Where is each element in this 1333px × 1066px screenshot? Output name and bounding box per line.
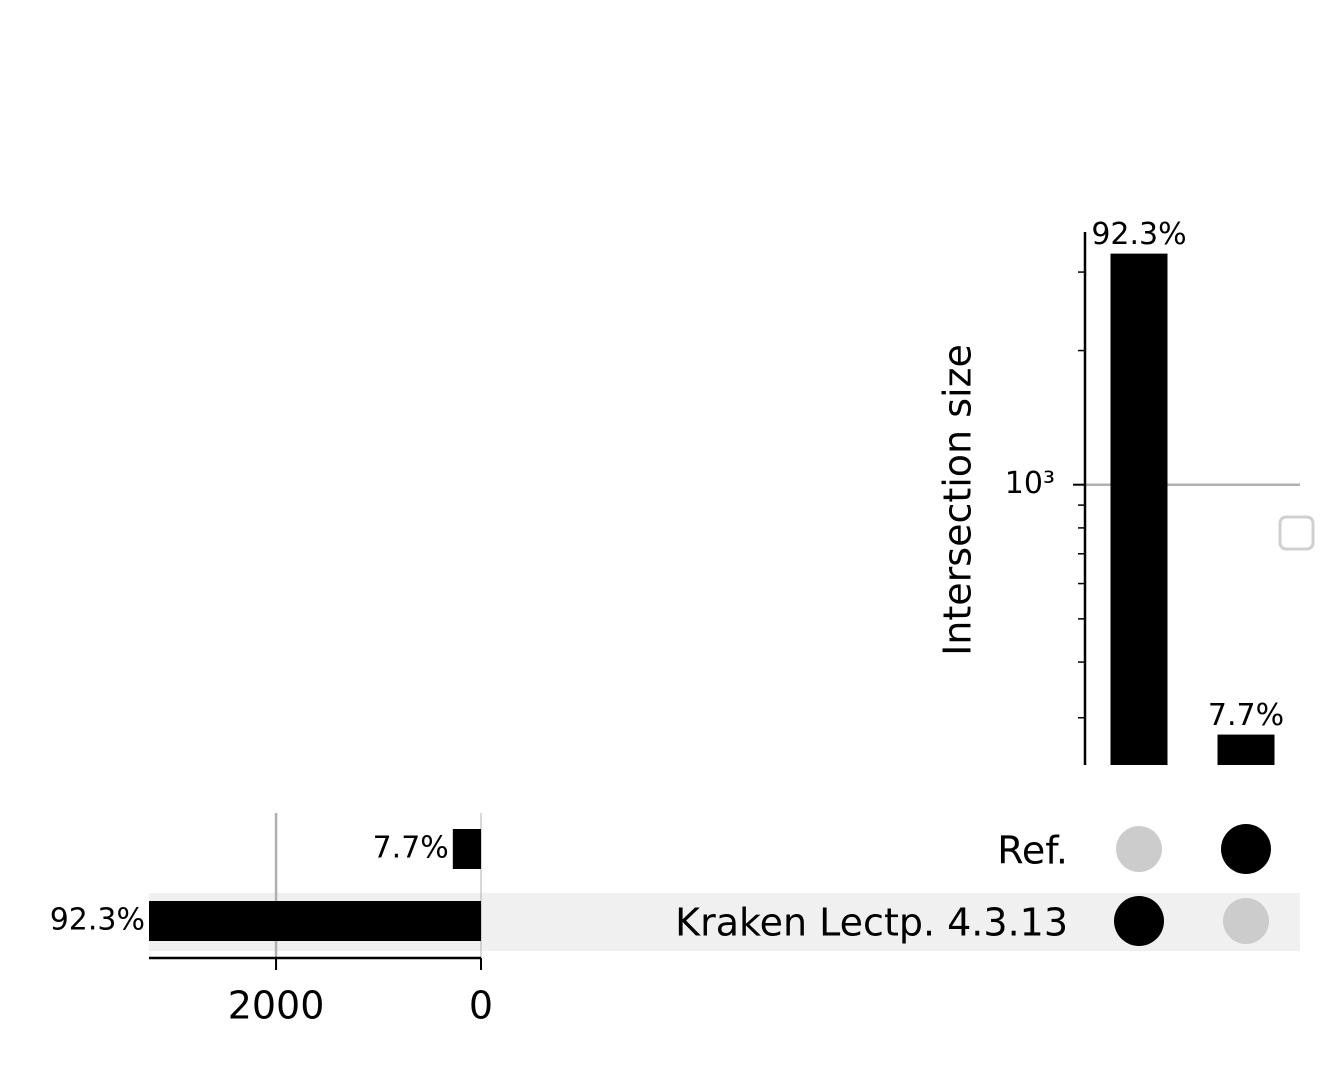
- set-size-bar: [452, 829, 481, 869]
- bar-label: 7.7%: [1208, 698, 1284, 733]
- x-tick-label: 2000: [228, 984, 325, 1028]
- y-tick-label: 10³: [1005, 466, 1055, 501]
- x-tick-label: 0: [469, 984, 493, 1028]
- intersection-bar: [1110, 253, 1168, 765]
- plot: 10³ 92.3% 7.7% Ref. Kraken Lectp. 4.3.13 2000…: [50, 217, 1300, 1028]
- matrix-dot: [1223, 898, 1269, 944]
- bar-label: 92.3%: [50, 903, 145, 938]
- set-bars: [149, 829, 481, 941]
- intersection-bar: [1217, 734, 1275, 765]
- set-label: Kraken Lectp. 4.3.13: [675, 901, 1068, 945]
- bar-label: 7.7%: [373, 831, 449, 866]
- y-axis-label: Intersection size: [936, 344, 980, 656]
- legend-box: [1278, 515, 1315, 551]
- matrix-dot: [1116, 826, 1162, 872]
- matrix-dot: [1221, 824, 1271, 874]
- matrix-dot: [1114, 896, 1164, 946]
- set-size-bar: [149, 901, 481, 941]
- bar-label: 92.3%: [1091, 217, 1186, 252]
- set-label: Ref.: [997, 829, 1068, 873]
